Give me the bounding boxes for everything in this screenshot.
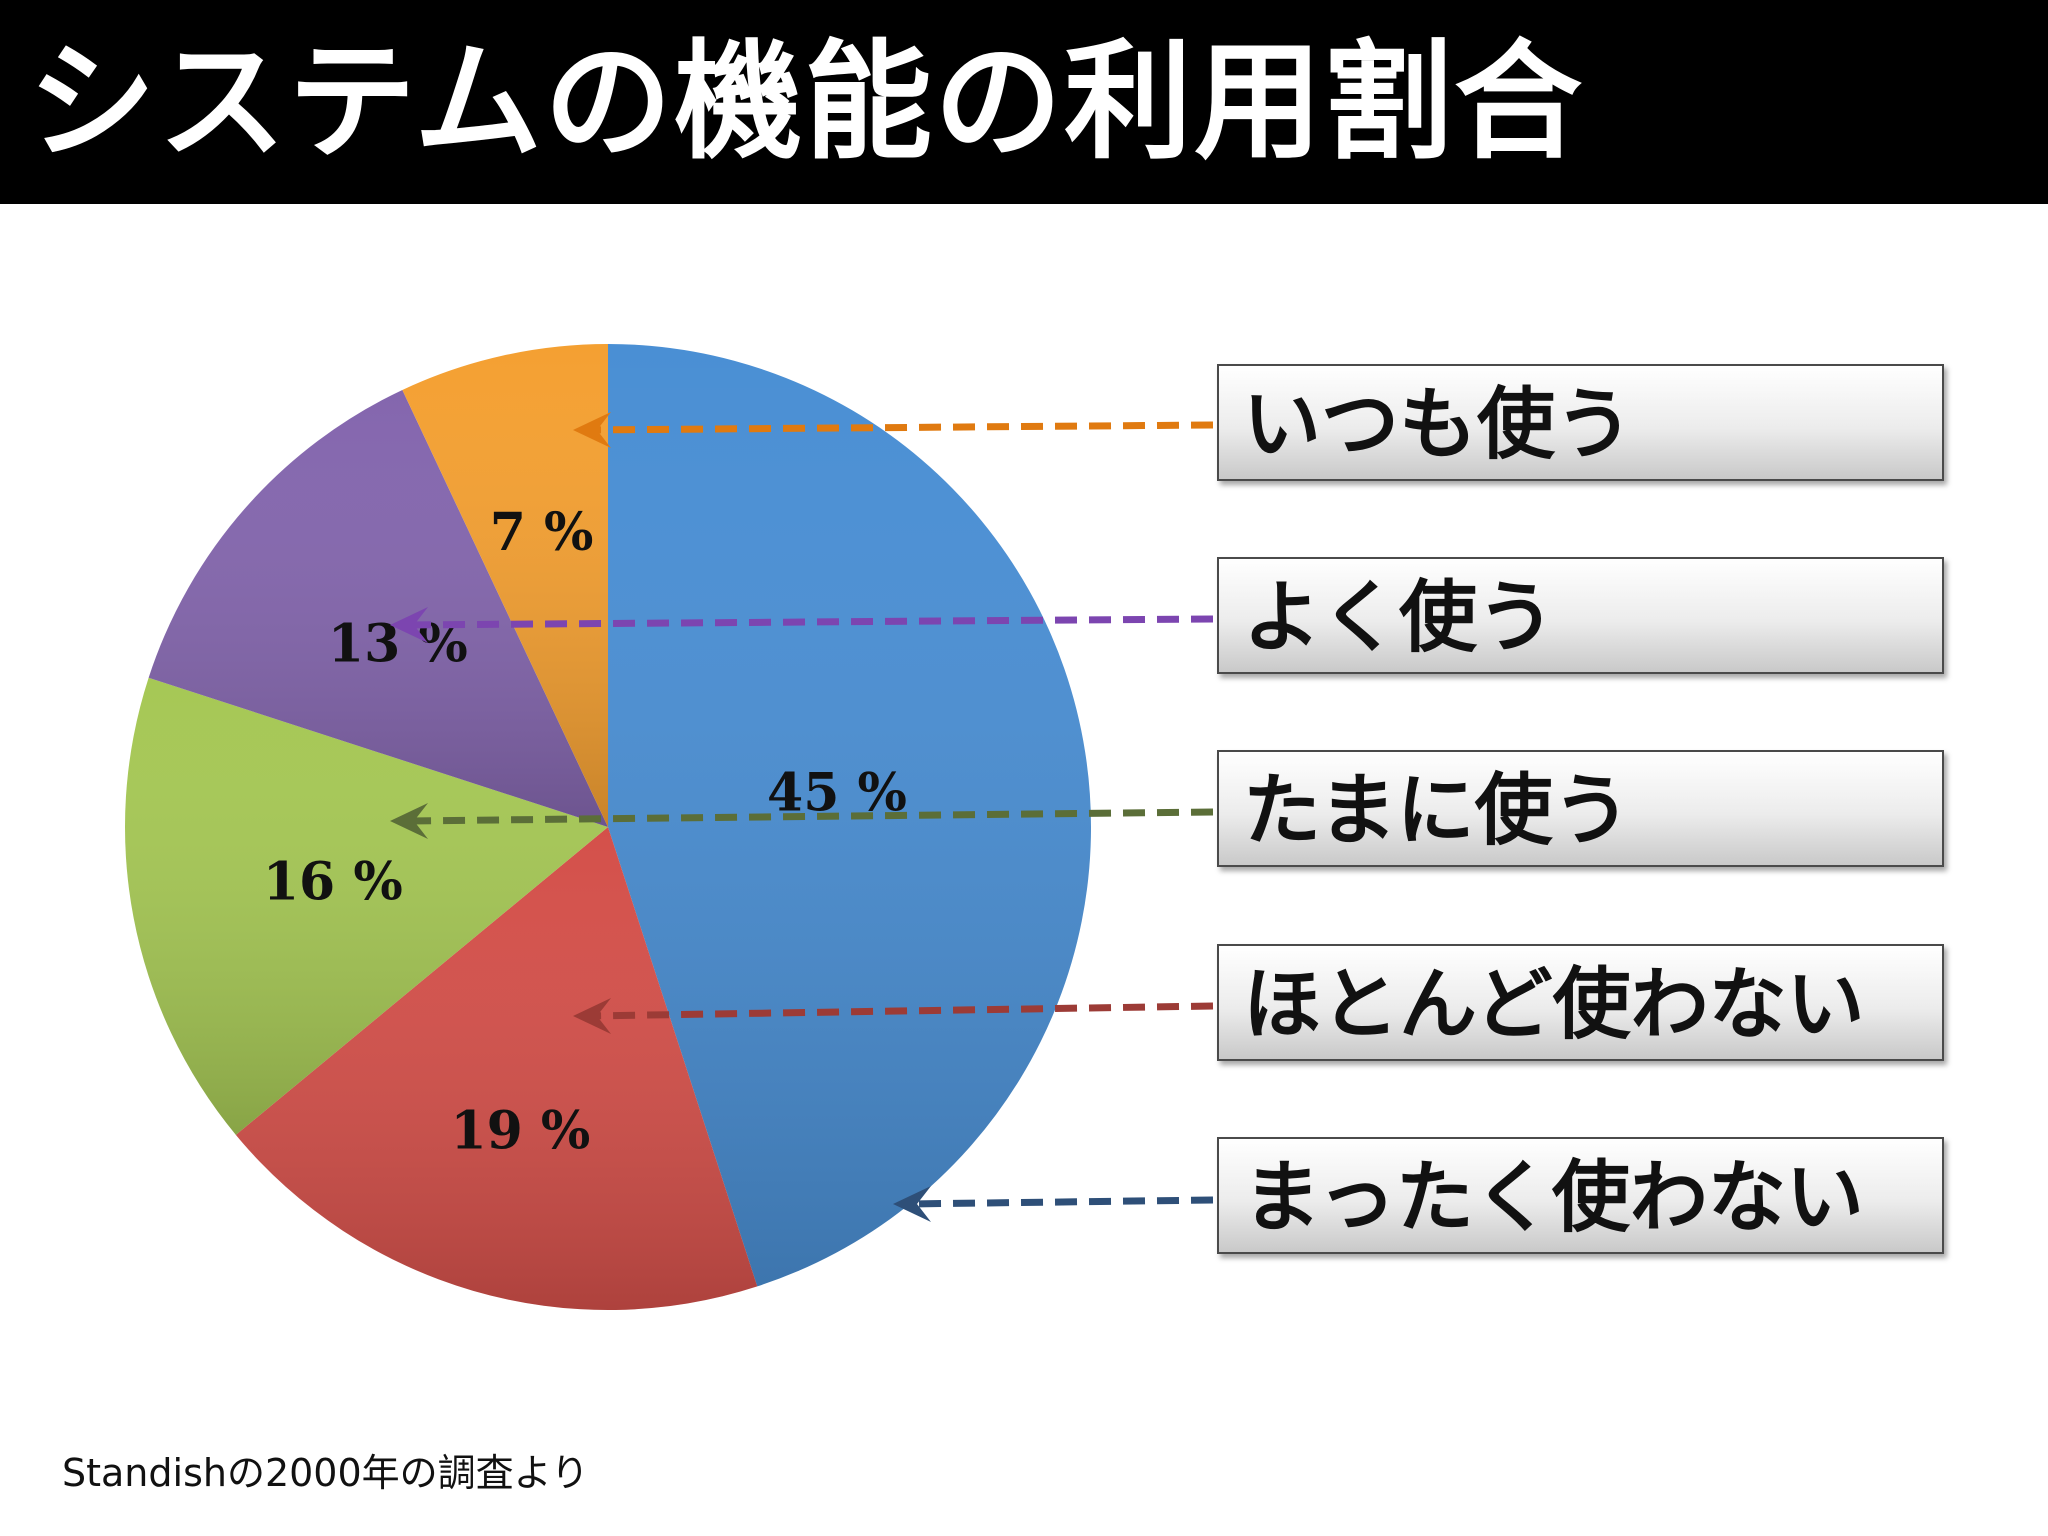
pie-slice-shade [125, 677, 608, 1135]
connector-line [586, 1002, 1214, 1020]
legend-item-always: いつも使う [1217, 364, 1944, 481]
legend-label: たまに使う [1243, 765, 1631, 856]
legend-item-never: まったく使わない [1217, 1137, 1944, 1254]
legend-item-sometimes: たまに使う [1217, 750, 1944, 867]
arrowhead [390, 803, 428, 839]
page-title: システムの機能の利用割合 [28, 28, 1585, 177]
pie-slice-shade [402, 344, 608, 827]
pie-slice-shade [235, 827, 758, 1310]
legend-label: いつも使う [1243, 379, 1634, 470]
connector-line [586, 421, 1214, 434]
legend-item-rarely: ほとんど使わない [1217, 944, 1944, 1061]
slice-value-label: 19 % [450, 1100, 590, 1161]
pie-chart: 45 %19 %16 %13 %7 % [125, 344, 1214, 1310]
slice-value-label: 16 % [263, 851, 403, 912]
title-bar: システムの機能の利用割合 [0, 0, 2048, 204]
arrowhead [573, 998, 611, 1034]
source-note: Standishの2000年の調査より [62, 1451, 589, 1495]
arrowhead [893, 1186, 931, 1222]
pie-slice-shade [148, 389, 608, 827]
arrowhead [390, 607, 428, 643]
slice-value-label: 7 % [490, 502, 594, 563]
legend-label: よく使う [1243, 572, 1556, 663]
pie-slice-shade [608, 344, 1091, 1287]
legend-item-often: よく使う [1217, 557, 1944, 674]
legend-label: ほとんど使わない [1243, 959, 1865, 1050]
legend-label: まったく使わない [1243, 1152, 1864, 1243]
arrowhead [573, 412, 611, 448]
connector-line [906, 1196, 1214, 1208]
